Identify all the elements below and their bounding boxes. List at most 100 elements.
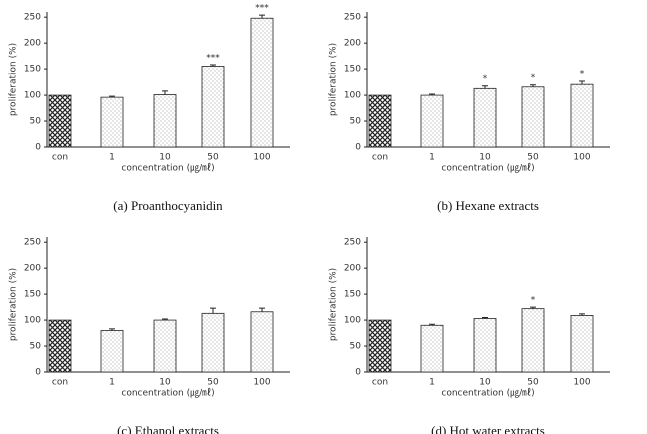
bar — [368, 319, 392, 373]
error-bar — [109, 328, 115, 331]
y-tick-label: 50 — [350, 117, 362, 127]
bar — [153, 319, 177, 373]
y-tick-label: 0 — [35, 143, 41, 153]
significance-label: *** — [255, 4, 269, 14]
y-tick-label: 100 — [344, 91, 361, 101]
x-tick-label: 10 — [479, 153, 491, 163]
bar — [153, 94, 177, 148]
y-tick-label: 50 — [30, 342, 42, 352]
error-bar — [259, 307, 265, 312]
significance-label: *** — [206, 53, 220, 63]
error-bar — [482, 316, 488, 319]
y-tick-label: 250 — [24, 238, 41, 248]
error-bar — [162, 90, 168, 95]
error-bar — [579, 313, 585, 316]
x-tick-label: con — [372, 153, 388, 163]
y-tick-label: 200 — [344, 39, 361, 49]
chart-panel: proliferation (%) concentration (㎍/㎖) (b) … — [329, 12, 610, 213]
y-axis-label: proliferation (%) — [9, 43, 19, 116]
significance-label: * — [580, 70, 585, 80]
x-axis-label: concentration (㎍/㎖) — [441, 388, 534, 399]
x-axis-label: concentration (㎍/㎖) — [121, 388, 214, 399]
chart-panel: proliferation (%) concentration (㎍/㎖) (c) … — [9, 237, 290, 434]
error-bar — [210, 64, 216, 67]
caption: (d) Hot water extracts — [431, 423, 545, 434]
x-tick-label: 10 — [159, 153, 171, 163]
x-tick-label: 1 — [109, 153, 115, 163]
y-tick-label: 0 — [355, 143, 361, 153]
y-tick-label: 150 — [24, 290, 41, 300]
x-tick-label: 1 — [109, 378, 115, 388]
error-bar — [530, 84, 536, 87]
y-tick-label: 100 — [24, 316, 41, 326]
bar — [368, 94, 392, 148]
caption: (a) Proanthocyanidin — [113, 198, 223, 213]
y-tick-label: 50 — [350, 342, 362, 352]
x-tick-label: 50 — [207, 153, 219, 163]
bar — [473, 318, 497, 373]
x-tick-label: 1 — [429, 153, 435, 163]
bar — [473, 87, 497, 148]
y-axis-label: proliferation (%) — [329, 43, 339, 116]
y-axis-label: proliferation (%) — [9, 268, 19, 341]
bar — [201, 312, 225, 373]
significance-label: * — [483, 74, 488, 84]
x-tick-label: 100 — [573, 153, 590, 163]
x-tick-label: con — [52, 153, 68, 163]
bar — [100, 330, 124, 373]
y-tick-label: 100 — [24, 91, 41, 101]
y-tick-label: 250 — [344, 238, 361, 248]
bar — [420, 324, 444, 373]
error-bar — [579, 80, 585, 85]
error-bar — [259, 14, 265, 19]
y-tick-label: 150 — [344, 290, 361, 300]
x-tick-label: 100 — [573, 378, 590, 388]
error-bar — [210, 307, 216, 314]
y-tick-label: 150 — [24, 65, 41, 75]
error-bar — [530, 306, 536, 309]
bar — [100, 96, 124, 148]
y-tick-label: 200 — [24, 264, 41, 274]
x-tick-label: 50 — [527, 153, 539, 163]
bar — [250, 17, 274, 148]
error-bar — [109, 95, 115, 98]
bar — [48, 319, 72, 373]
chart-panel: proliferation (%) concentration (㎍/㎖) (a) … — [9, 4, 290, 213]
x-axis-label: concentration (㎍/㎖) — [441, 163, 534, 174]
bar — [201, 66, 225, 148]
y-tick-label: 250 — [344, 13, 361, 23]
x-axis-label: concentration (㎍/㎖) — [121, 163, 214, 174]
bar — [570, 83, 594, 148]
y-axis-label: proliferation (%) — [329, 268, 339, 341]
x-tick-label: 10 — [479, 378, 491, 388]
significance-label: * — [531, 73, 536, 83]
bar — [250, 311, 274, 373]
chart-panel: proliferation (%) concentration (㎍/㎖) (d) … — [329, 237, 610, 434]
x-tick-label: 10 — [159, 378, 171, 388]
bar — [420, 94, 444, 148]
bar — [570, 315, 594, 373]
x-tick-label: 100 — [253, 378, 270, 388]
x-tick-label: con — [52, 378, 68, 388]
y-tick-label: 250 — [24, 13, 41, 23]
x-tick-label: 1 — [429, 378, 435, 388]
caption: (b) Hexane extracts — [437, 198, 539, 213]
x-tick-label: 100 — [253, 153, 270, 163]
bar — [521, 308, 545, 373]
y-tick-label: 200 — [24, 39, 41, 49]
y-tick-label: 0 — [35, 368, 41, 378]
y-tick-label: 100 — [344, 316, 361, 326]
error-bar — [482, 85, 488, 89]
caption: (c) Ethanol extracts — [117, 423, 219, 434]
significance-label: * — [531, 296, 536, 306]
y-tick-label: 150 — [344, 65, 361, 75]
bar — [521, 86, 545, 148]
x-tick-label: 50 — [207, 378, 219, 388]
x-tick-label: con — [372, 378, 388, 388]
error-bar — [429, 323, 435, 326]
error-bar — [162, 318, 168, 321]
error-bar — [429, 93, 435, 96]
y-tick-label: 200 — [344, 264, 361, 274]
y-tick-label: 0 — [355, 368, 361, 378]
